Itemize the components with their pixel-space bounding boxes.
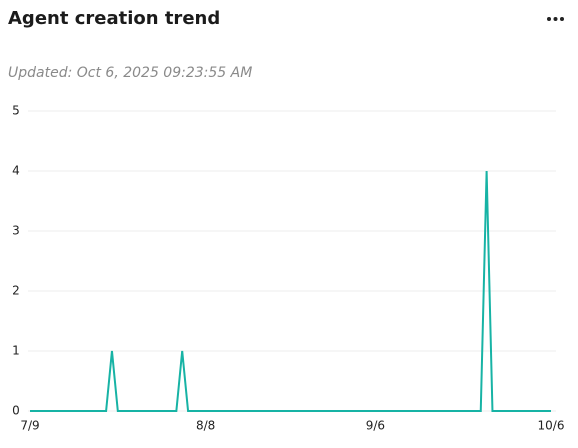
x-tick-label: 10/6: [538, 419, 565, 433]
data-line: [30, 170, 551, 412]
chart-title: Agent creation trend: [8, 8, 220, 29]
y-tick-label: 0: [12, 404, 20, 418]
x-tick-label: 9/6: [366, 419, 385, 433]
menu-dot: [547, 17, 551, 21]
menu-dot: [553, 17, 558, 21]
x-tick-label: 8/8: [196, 419, 215, 433]
menu-dot: [560, 17, 564, 21]
more-menu[interactable]: [547, 17, 564, 21]
y-tick-label: 1: [12, 344, 20, 358]
y-tick-label: 5: [12, 104, 20, 118]
y-tick-label: 3: [12, 224, 20, 238]
y-tick-label: 2: [12, 284, 20, 298]
chart-subtitle: Updated: Oct 6, 2025 09:23:55 AM: [8, 65, 252, 81]
y-tick-label: 4: [12, 164, 20, 178]
x-tick-label: 7/9: [20, 419, 39, 433]
